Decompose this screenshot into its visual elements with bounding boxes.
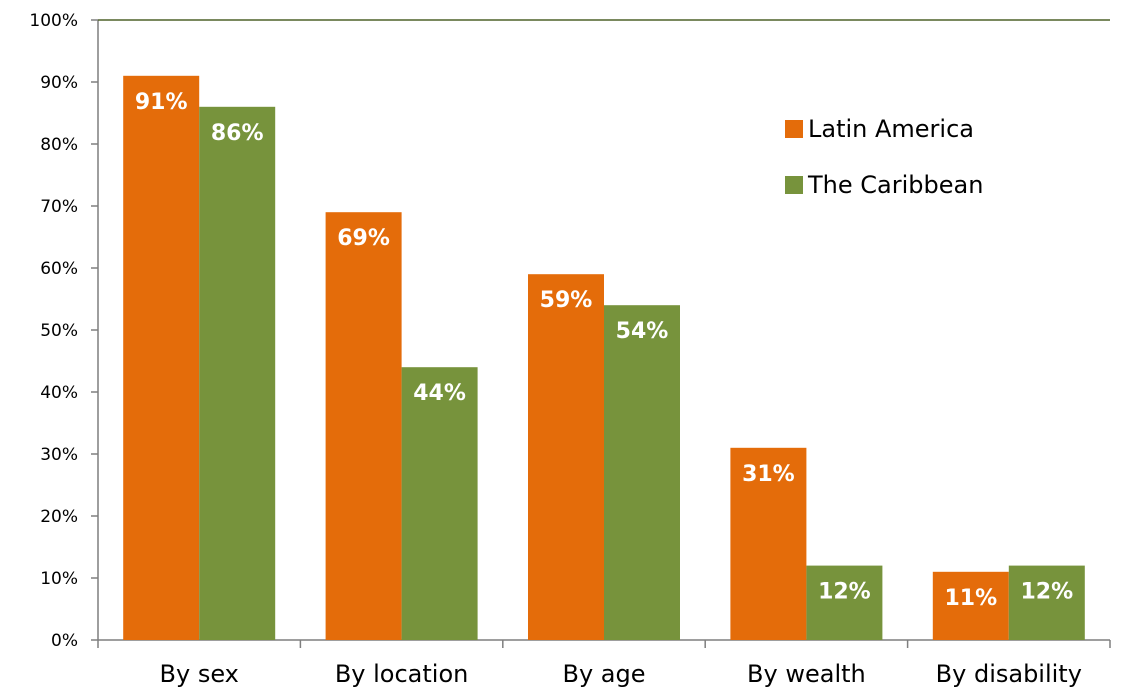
bar <box>1008 565 1085 640</box>
y-tick-label: 30% <box>40 445 78 465</box>
bar <box>604 305 680 640</box>
x-category-label: By wealth <box>747 660 866 688</box>
legend: Latin America The Caribbean <box>785 115 983 199</box>
x-category-label: By location <box>335 660 469 688</box>
legend-label: Latin America <box>808 115 974 143</box>
data-label: 44% <box>413 381 466 406</box>
data-label: 12% <box>1020 580 1073 605</box>
data-label: 31% <box>742 462 795 487</box>
y-tick-label: 50% <box>40 321 78 341</box>
legend-label: The Caribbean <box>807 171 983 199</box>
x-category-label: By age <box>562 660 645 688</box>
y-tick-label: 10% <box>40 569 78 589</box>
legend-swatch <box>785 176 803 194</box>
x-category-label: By sex <box>160 660 239 688</box>
bar <box>123 75 200 641</box>
legend-swatch <box>785 120 803 138</box>
bar <box>932 571 1009 640</box>
bar <box>199 106 276 641</box>
bar <box>806 565 883 640</box>
y-tick-label: 90% <box>40 73 78 93</box>
y-tick-label: 100% <box>29 11 78 31</box>
bar <box>528 274 604 640</box>
data-label: 54% <box>616 319 669 344</box>
bar <box>401 367 478 640</box>
y-tick-label: 80% <box>40 135 78 155</box>
data-label: 91% <box>135 90 188 115</box>
data-label: 11% <box>944 586 997 611</box>
y-tick-label: 0% <box>51 631 78 651</box>
data-label: 69% <box>337 226 390 251</box>
x-axis: By sex By location By age By wealth By disab… <box>97 639 1111 688</box>
y-tick-label: 70% <box>40 197 78 217</box>
data-labels: 91% 69% 59% 31% 11% 86% 44% 54% 12% 12% <box>135 90 1073 611</box>
bars <box>123 75 1085 641</box>
y-tick-label: 40% <box>40 383 78 403</box>
data-label: 59% <box>540 288 593 313</box>
bar <box>730 447 807 640</box>
bar <box>325 212 402 640</box>
data-label: 86% <box>211 121 264 146</box>
y-tick-label: 60% <box>40 259 78 279</box>
y-tick-label: 20% <box>40 507 78 527</box>
data-label: 12% <box>818 580 871 605</box>
x-category-label: By disability <box>936 660 1082 688</box>
y-axis: 0% 10% 20% 30% 40% 50% 60% 70% 80% 90% 100% <box>29 11 1110 651</box>
